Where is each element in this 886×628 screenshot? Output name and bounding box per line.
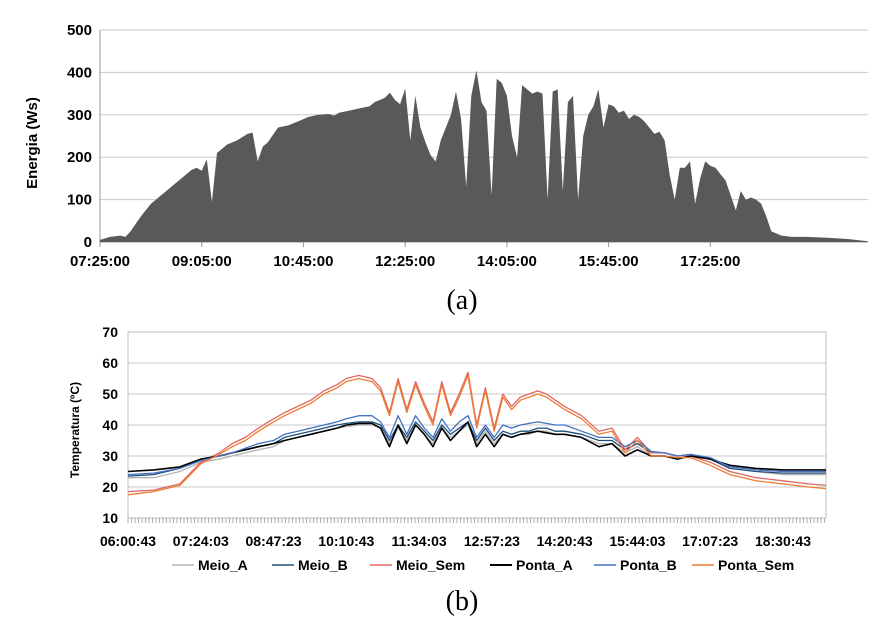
temperature-y-tick-label: 50 xyxy=(102,386,118,402)
temperature-y-ticks: 10 20 30 40 50 60 70 xyxy=(102,324,118,526)
legend-label-meio-b: Meio_B xyxy=(298,557,348,573)
legend-label-meio-sem: Meio_Sem xyxy=(396,557,465,573)
series-line-ponta-sem xyxy=(127,374,827,496)
series-line-meio-a xyxy=(128,424,826,479)
temperature-chart: 10 20 30 40 50 60 70 06:00:43 07:24:03 08:47:23 1… xyxy=(68,324,827,617)
energy-x-tick-label: 09:05:00 xyxy=(172,253,232,270)
temperature-line-series xyxy=(127,371,827,496)
temperature-plot-frame xyxy=(127,331,827,519)
temperature-x-minor-ticks xyxy=(127,518,825,523)
series-line-ponta-b xyxy=(127,415,826,476)
temperature-x-tick-label: 11:34:03 xyxy=(391,533,446,549)
energy-x-tick-label: 12:25:00 xyxy=(375,253,435,270)
temperature-x-tick-label: 07:24:03 xyxy=(173,533,229,549)
legend-label-ponta-sem: Ponta_Sem xyxy=(718,557,794,573)
legend-label-ponta-b: Ponta_B xyxy=(620,557,677,573)
energy-area xyxy=(100,70,868,242)
temperature-x-tick-label: 14:20:43 xyxy=(537,533,593,549)
temperature-x-tick-label: 15:44:03 xyxy=(609,533,665,549)
temperature-y-axis-label: Temperatura (ºC) xyxy=(68,382,82,478)
energy-area-series xyxy=(100,70,868,242)
temperature-x-tick-label: 12:57:23 xyxy=(464,533,520,549)
temperature-x-tick-label: 10:10:43 xyxy=(318,533,374,549)
energy-chart: 0 100 200 300 400 500 07:25:00 09:05:00 10:45:0… xyxy=(24,22,868,316)
temperature-x-ticks: 06:00:43 07:24:03 08:47:23 10:10:43 11:34:03… xyxy=(100,533,811,549)
temperature-y-tick-label: 20 xyxy=(102,479,118,495)
temperature-y-tick-label: 70 xyxy=(102,324,118,340)
energy-y-tick-label: 0 xyxy=(84,234,92,251)
temperature-y-tick-label: 10 xyxy=(102,510,118,526)
energy-x-tick-label: 14:05:00 xyxy=(477,253,537,270)
panel-label-a: (a) xyxy=(446,285,477,316)
temperature-x-tick-label: 18:30:43 xyxy=(755,533,811,549)
energy-x-tick-label: 15:45:00 xyxy=(579,253,639,270)
temperature-y-tick-label: 40 xyxy=(102,417,118,433)
energy-x-tick-label: 10:45:00 xyxy=(273,253,333,270)
series-line-meio-sem xyxy=(127,371,827,493)
energy-x-tick-label: 07:25:00 xyxy=(70,253,130,270)
temperature-x-tick-label: 06:00:43 xyxy=(100,533,156,549)
energy-y-axis-label: Energia (Ws) xyxy=(24,97,41,189)
energy-x-ticks: 07:25:00 09:05:00 10:45:00 12:25:00 14:05:00… xyxy=(70,253,740,270)
temperature-x-tick-label: 17:07:23 xyxy=(682,533,738,549)
legend-label-ponta-a: Ponta_A xyxy=(516,557,573,573)
energy-y-tick-label: 400 xyxy=(67,64,92,81)
legend-label-meio-a: Meio_A xyxy=(198,557,248,573)
temperature-x-tick-label: 08:47:23 xyxy=(246,533,302,549)
energy-y-tick-label: 200 xyxy=(67,149,92,166)
temperature-y-tick-label: 30 xyxy=(102,448,118,464)
temperature-y-tick-label: 60 xyxy=(102,355,118,371)
energy-y-ticks: 0 100 200 300 400 500 xyxy=(67,22,92,251)
temperature-legend: Meio_A Meio_B Meio_Sem Ponta_A Ponta_B Ponta_… xyxy=(172,557,794,573)
energy-y-tick-label: 500 xyxy=(67,22,92,39)
energy-y-tick-label: 300 xyxy=(67,107,92,124)
energy-x-tick-label: 17:25:00 xyxy=(680,253,740,270)
panel-label-b: (b) xyxy=(446,586,479,617)
energy-y-tick-label: 100 xyxy=(67,192,92,209)
